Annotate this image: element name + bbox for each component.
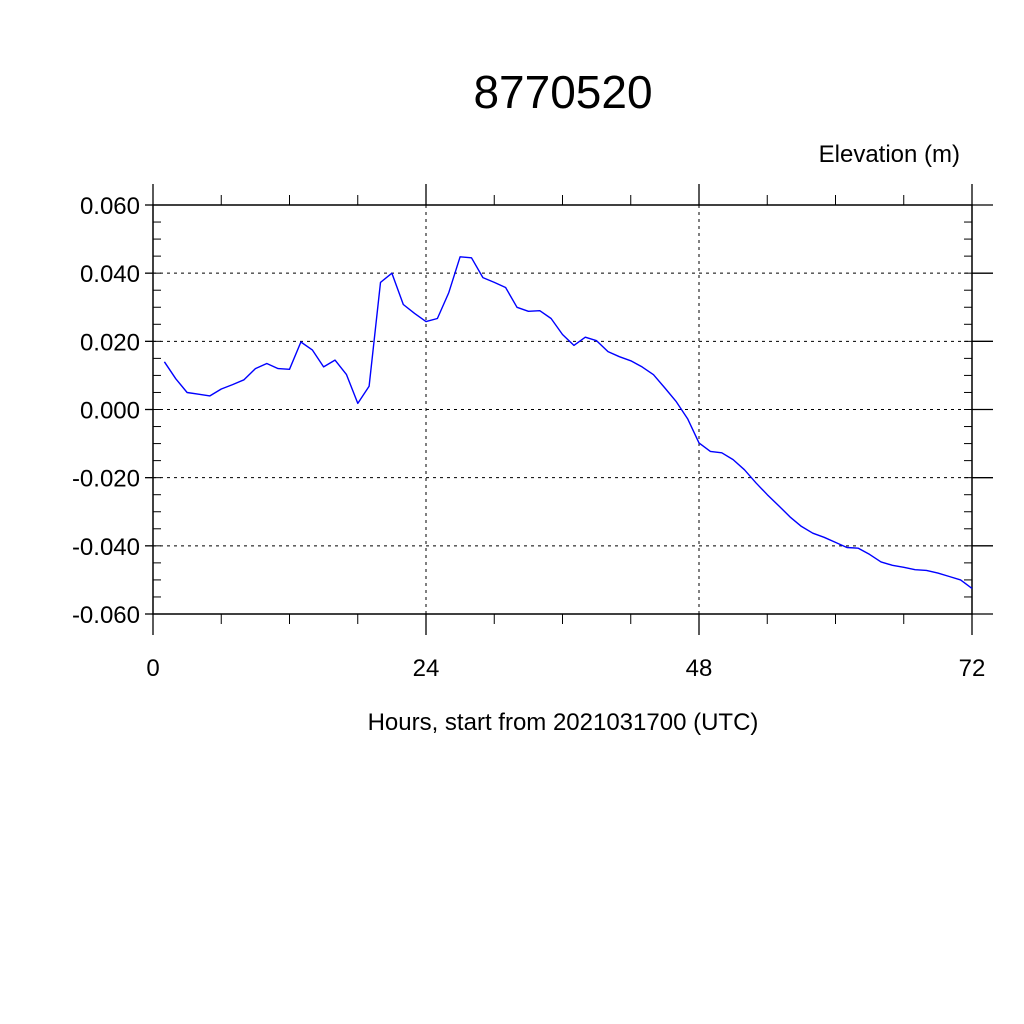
y-tick-label: 0.000	[80, 398, 140, 425]
chart-title: 8770520	[473, 66, 652, 118]
axis-ticks	[145, 184, 993, 635]
series-line	[163, 256, 973, 589]
y-axis-label: Elevation (m)	[819, 141, 960, 168]
x-tick-label: 0	[146, 655, 159, 682]
y-tick-label: -0.040	[72, 534, 140, 561]
y-tick-label: -0.020	[72, 466, 140, 493]
plot-frame	[152, 204, 973, 615]
x-tick-label: 24	[413, 655, 440, 682]
y-tick-label: 0.060	[80, 193, 140, 220]
y-tick-label: -0.060	[72, 602, 140, 629]
x-tick-label: 72	[959, 655, 986, 682]
x-axis-label: Hours, start from 2021031700 (UTC)	[368, 709, 759, 736]
x-tick-label: 48	[686, 655, 713, 682]
y-tick-label: 0.040	[80, 261, 140, 288]
grid	[152, 204, 973, 615]
series-group	[163, 256, 973, 589]
y-tick-label: 0.020	[80, 329, 140, 356]
